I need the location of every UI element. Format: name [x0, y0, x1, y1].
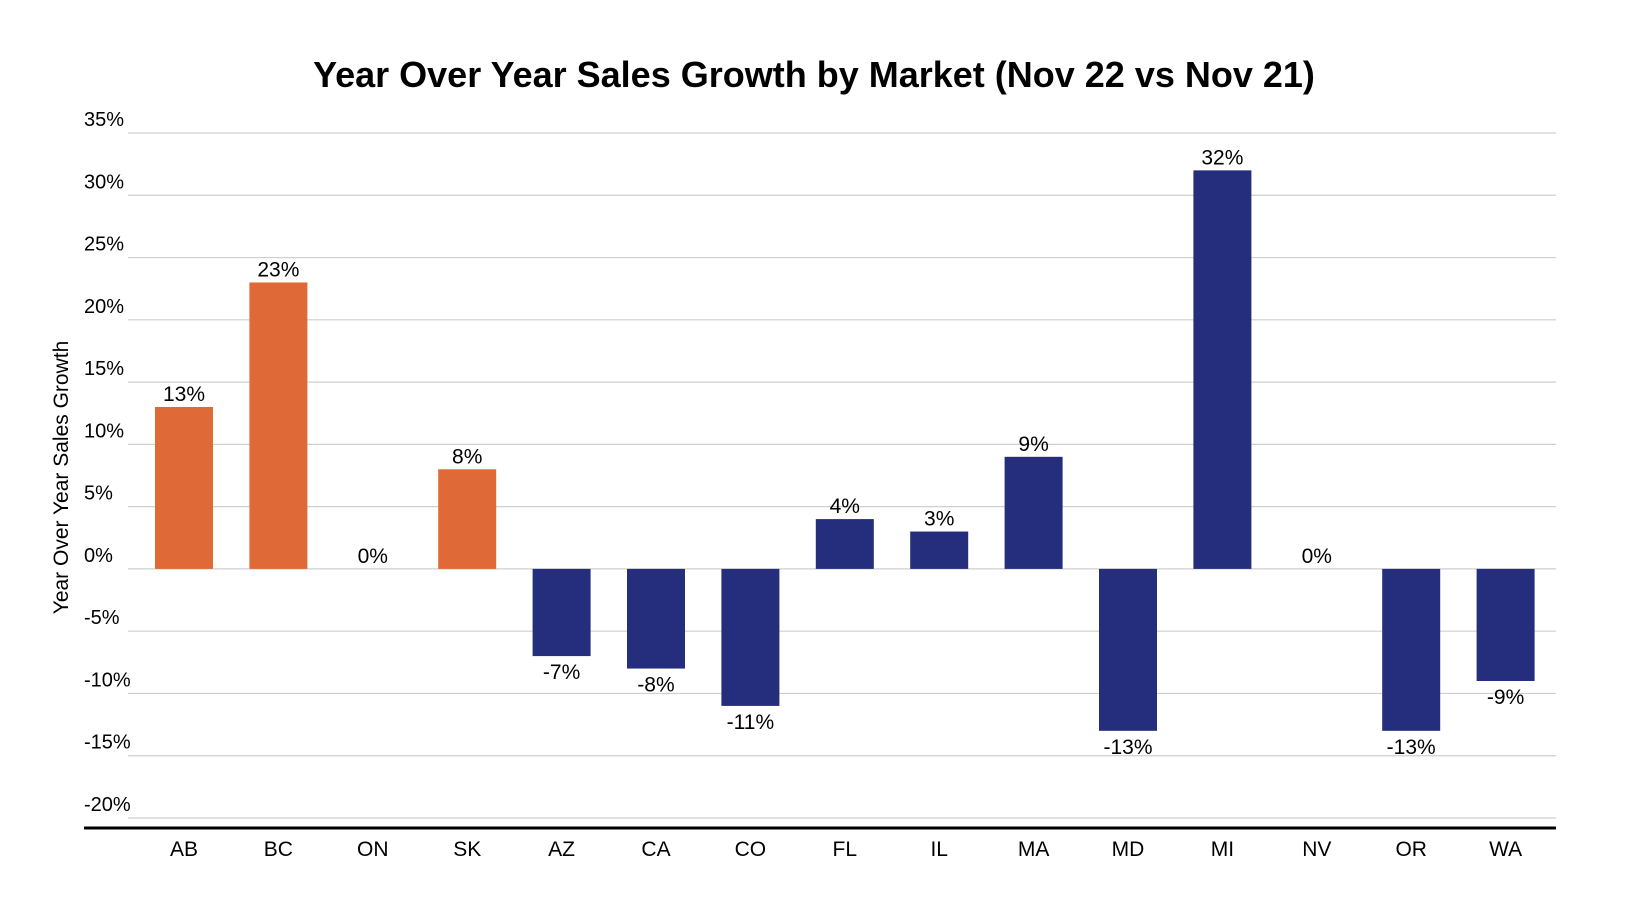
data-label-md: -13%: [1103, 736, 1152, 759]
x-tick-label-ca: CA: [641, 838, 670, 861]
y-tick-label: 10%: [84, 420, 124, 442]
data-label-wa: -9%: [1487, 686, 1524, 709]
y-tick-label: 20%: [84, 296, 124, 318]
data-label-ab: 13%: [163, 383, 205, 406]
x-tick-label-sk: SK: [453, 838, 481, 861]
x-tick-label-fl: FL: [833, 838, 858, 861]
bar-wa: [1476, 568, 1535, 681]
x-tick-label-il: IL: [930, 838, 948, 861]
bar-ca: [627, 568, 685, 669]
x-tick-label-ma: MA: [1018, 838, 1050, 861]
x-axis-ticks: AB BC ON SK AZ CA CO FL IL MA MD MI NV OR WA: [170, 838, 1522, 861]
bar-or: [1382, 568, 1441, 731]
bar-ma: [1004, 456, 1063, 569]
y-tick-label: -10%: [84, 669, 131, 691]
bar-fl: [815, 519, 874, 569]
data-label-ma: 9%: [1018, 433, 1048, 456]
x-tick-label-co: CO: [735, 838, 767, 861]
bar-sk: [438, 469, 497, 569]
data-label-az: -7%: [543, 661, 580, 684]
x-tick-label-on: ON: [357, 838, 389, 861]
bar-az: [532, 568, 591, 657]
x-tick-label-mi: MI: [1211, 838, 1234, 861]
chart-title: Year Over Year Sales Growth by Market (N…: [313, 54, 1315, 95]
y-tick-label: 30%: [84, 171, 124, 193]
x-tick-label-or: OR: [1395, 838, 1427, 861]
data-label-ca: -8%: [637, 674, 674, 697]
x-tick-label-bc: BC: [264, 838, 293, 861]
data-label-bc: 23%: [257, 258, 299, 281]
data-label-co: -11%: [727, 711, 774, 734]
y-tick-label: 5%: [84, 483, 113, 505]
y-tick-label: 15%: [84, 358, 124, 380]
bar-ab: [155, 407, 213, 569]
y-tick-label: 35%: [84, 109, 124, 131]
bar-mi: [1193, 170, 1252, 569]
gridlines: [128, 132, 1556, 819]
bar-co: [721, 568, 780, 706]
data-label-mi: 32%: [1201, 146, 1243, 169]
x-tick-label-md: MD: [1112, 838, 1145, 861]
y-axis-label: Year Over Year Sales Growth: [50, 341, 73, 615]
data-label-il: 3%: [924, 508, 954, 531]
data-label-on: 0%: [358, 545, 388, 568]
data-label-fl: 4%: [830, 495, 860, 518]
bar-md: [1099, 568, 1157, 731]
data-label-sk: 8%: [452, 445, 482, 468]
y-tick-label: -5%: [84, 607, 120, 629]
data-label-or: -13%: [1387, 736, 1436, 759]
x-tick-label-az: AZ: [548, 838, 575, 861]
bars: [155, 170, 1535, 731]
bar-bc: [249, 282, 308, 569]
x-tick-label-nv: NV: [1302, 838, 1331, 861]
y-tick-label: 0%: [84, 545, 113, 567]
x-tick-label-wa: WA: [1489, 838, 1522, 861]
y-tick-label: -15%: [84, 732, 131, 754]
y-axis-ticks: 35% 30% 25% 20% 15% 10% 5% 0% -5% -10% -15% -20%: [84, 109, 131, 816]
bar-il: [910, 531, 969, 569]
y-tick-label: 25%: [84, 234, 124, 256]
x-tick-label-ab: AB: [170, 838, 198, 861]
data-label-nv: 0%: [1302, 545, 1332, 568]
y-tick-label: -20%: [84, 794, 131, 816]
data-labels: 13% 23% 0% 8% -7% -8% -11% 4% 3% 9% -13% 32% 0% -13% -…: [163, 146, 1524, 758]
